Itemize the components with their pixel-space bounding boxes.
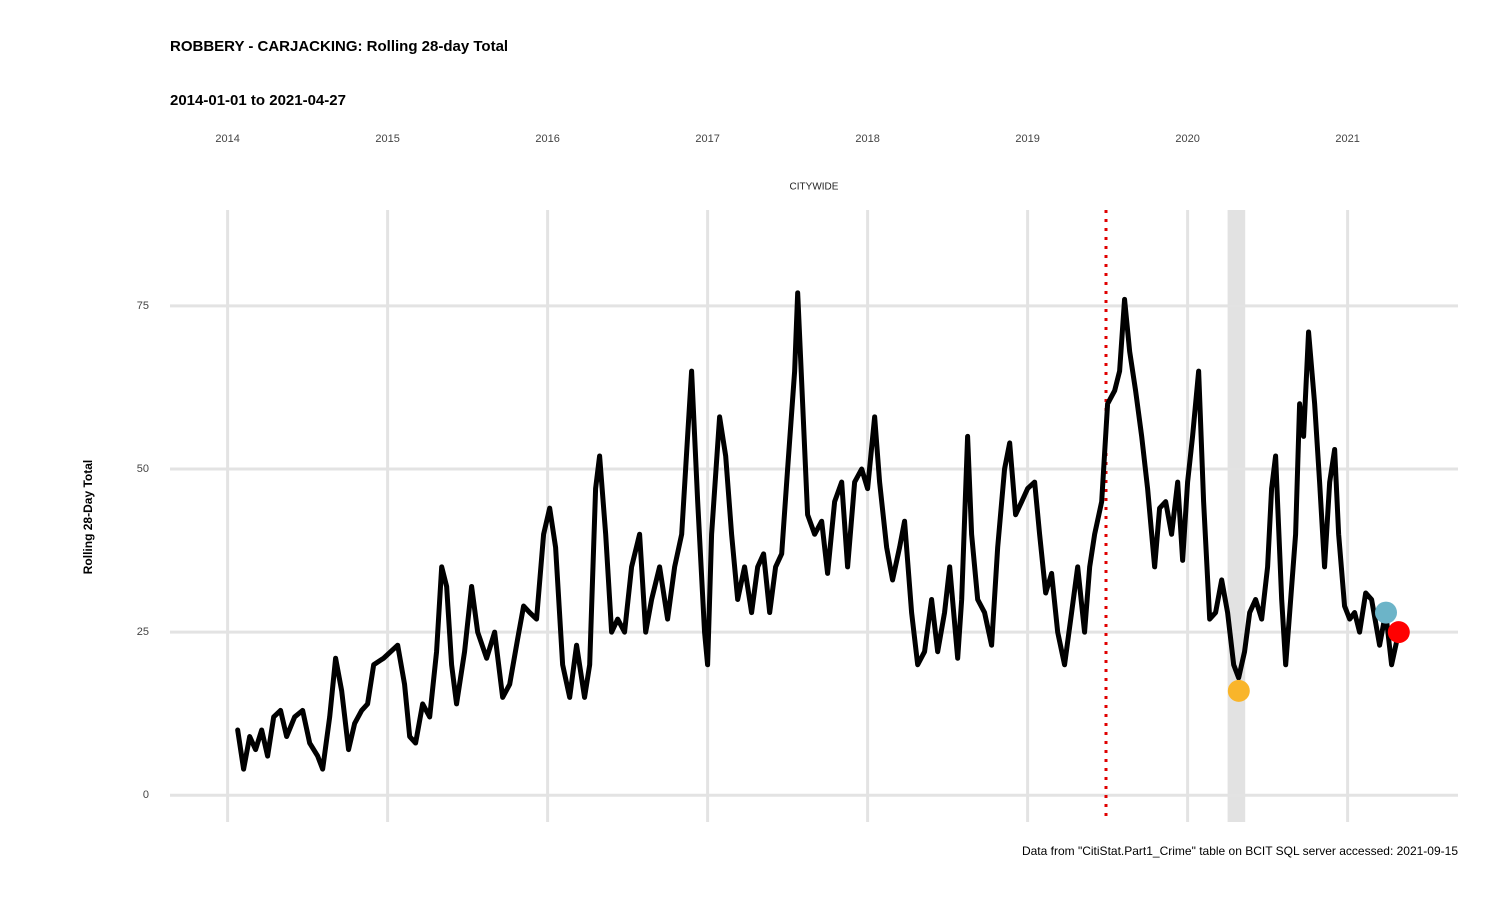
x-tick-label: 2015: [375, 133, 399, 145]
y-tick-label: 0: [143, 789, 149, 801]
highlight-point: [1227, 679, 1250, 702]
highlight-point: [1387, 621, 1410, 644]
highlight-point: [1375, 601, 1397, 624]
facet-label: CITYWIDE: [790, 182, 839, 193]
chart-subtitle: 2014-01-01 to 2021-04-27: [170, 92, 346, 109]
x-tick-label: 2014: [215, 133, 239, 145]
x-tick-label: 2018: [855, 133, 879, 145]
data-line: [235, 290, 1402, 772]
shaded-band: [1227, 210, 1246, 822]
x-tick-label: 2017: [695, 133, 719, 145]
x-tick-label: 2019: [1015, 133, 1039, 145]
y-tick-label: 50: [137, 463, 149, 475]
x-tick-label: 2021: [1335, 133, 1359, 145]
chart-title: ROBBERY - CARJACKING: Rolling 28-day Tot…: [170, 38, 508, 55]
caption: Data from "CitiStat.Part1_Crime" table o…: [1022, 844, 1458, 858]
y-axis-label: Rolling 28-Day Total: [81, 460, 95, 574]
x-tick-label: 2016: [535, 133, 559, 145]
x-tick-label: 2020: [1175, 133, 1199, 145]
y-tick-label: 25: [137, 626, 149, 638]
y-tick-label: 75: [137, 300, 149, 312]
